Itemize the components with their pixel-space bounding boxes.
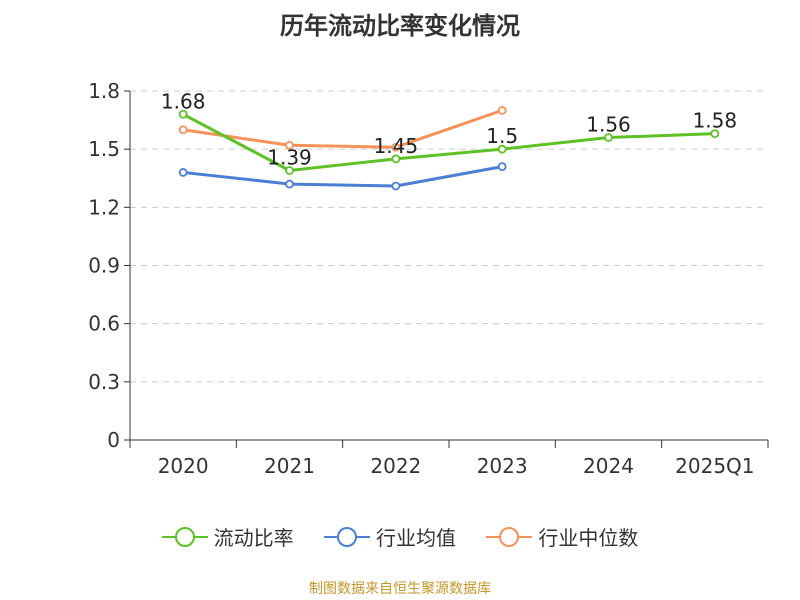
legend-line-marker-icon [161, 526, 208, 547]
legend-line-marker-icon [486, 526, 533, 547]
legend-label: 行业中位数 [538, 526, 639, 550]
data-point [178, 109, 188, 119]
data-label: 1.45 [374, 134, 419, 158]
data-point [604, 133, 613, 142]
y-tick-label: 1.5 [88, 137, 120, 161]
chart-legend: 流动比率 行业均值 行业中位数 [0, 522, 800, 552]
data-label: 1.39 [267, 145, 312, 169]
data-point [710, 129, 720, 139]
x-tick-label: 2020 [158, 454, 209, 478]
legend-line-marker-icon [324, 526, 370, 547]
y-tick-label: 1.2 [88, 195, 120, 219]
data-label: 1.58 [693, 109, 738, 133]
y-tick-label: 0.3 [88, 370, 120, 394]
data-label: 1.5 [486, 124, 518, 148]
data-point [391, 142, 401, 152]
y-tick-label: 0 [107, 428, 120, 452]
legend-item-industry-mean[interactable]: 行业均值 [324, 522, 456, 551]
data-point [178, 168, 188, 177]
x-tick-label: 2025Q1 [675, 454, 754, 478]
series-line [182, 112, 715, 172]
x-tick-label: 2021 [264, 454, 315, 478]
legend-item-industry-median[interactable]: 行业中位数 [486, 522, 638, 551]
data-point [391, 181, 401, 191]
legend-label: 行业均值 [376, 526, 456, 550]
legend-label: 流动比率 [213, 526, 294, 550]
data-point [497, 105, 507, 115]
data-label: 1.68 [161, 89, 206, 113]
data-point [391, 154, 401, 164]
x-tick-label: 2023 [477, 454, 528, 478]
x-tick-label: 2024 [583, 454, 634, 478]
data-point [497, 144, 507, 154]
data-point [285, 140, 294, 150]
data-source-note: 制图数据来自恒生聚源数据库 [309, 581, 491, 597]
y-tick-label: 1.8 [88, 79, 120, 103]
data-point [178, 125, 188, 135]
series-line [182, 108, 503, 149]
legend-item-current-ratio[interactable]: 流动比率 [161, 522, 294, 551]
y-tick-label: 0.9 [88, 254, 120, 278]
x-tick-label: 2022 [370, 454, 421, 478]
data-point [285, 166, 294, 175]
series-line [183, 165, 503, 188]
chart-title: 历年流动比率变化情况 [280, 12, 520, 40]
data-point [497, 162, 507, 172]
data-point [285, 179, 294, 189]
y-tick-label: 0.6 [88, 312, 120, 336]
data-label: 1.56 [586, 113, 631, 137]
